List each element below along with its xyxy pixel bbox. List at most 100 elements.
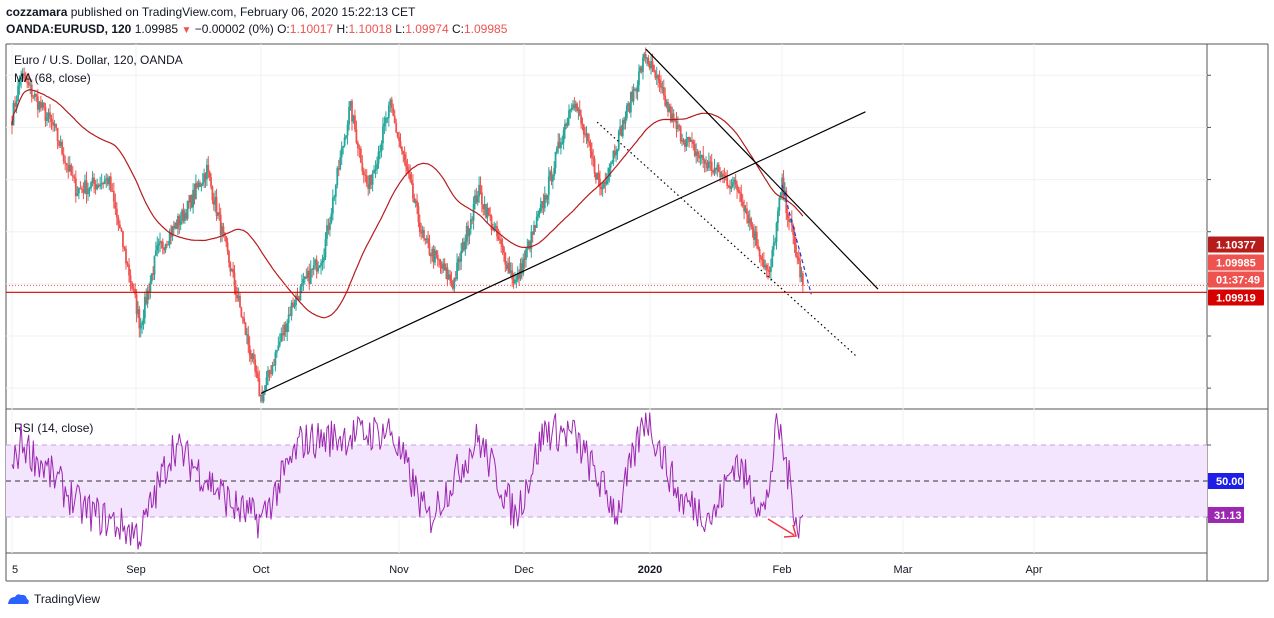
candle-body xyxy=(177,216,179,229)
candle-body xyxy=(114,201,117,209)
red-arrow-annotation xyxy=(767,518,797,538)
candle-body xyxy=(61,141,64,155)
candle-body xyxy=(251,353,254,359)
candle-body xyxy=(456,262,458,279)
candle-body xyxy=(115,208,118,218)
candle-body xyxy=(141,322,143,325)
candle-body xyxy=(436,254,439,260)
candle-body xyxy=(362,171,365,175)
candle-body xyxy=(757,245,760,250)
close-value: 1.09985 xyxy=(463,22,508,36)
trend-line-1 xyxy=(260,111,866,394)
candle-body xyxy=(70,164,73,176)
candle-body xyxy=(97,184,100,187)
candle-body xyxy=(117,217,120,225)
candle-body xyxy=(342,145,345,148)
candle-body xyxy=(21,73,24,79)
candle-body xyxy=(132,288,135,290)
candle-body xyxy=(292,302,294,307)
candle-body xyxy=(159,241,161,244)
candle-body xyxy=(264,385,266,391)
candle-body xyxy=(398,136,401,142)
candle-body xyxy=(600,186,603,190)
trend-line-2 xyxy=(645,48,879,290)
candle-body xyxy=(326,225,328,240)
candle-body xyxy=(334,185,337,197)
candle-body xyxy=(769,266,772,273)
candle-body xyxy=(584,134,587,136)
candle-body xyxy=(79,188,82,190)
candle-body xyxy=(738,191,741,194)
candle-body xyxy=(290,302,293,316)
candle-body xyxy=(236,295,239,299)
candle-body xyxy=(692,141,695,145)
candle-body xyxy=(750,218,753,227)
candle-body xyxy=(149,281,152,293)
candle-body xyxy=(383,123,386,127)
candle-body xyxy=(317,267,320,272)
candle-body xyxy=(740,193,743,202)
candle-body xyxy=(723,175,726,177)
candle-body xyxy=(387,105,390,118)
candle-body xyxy=(210,177,212,187)
ohlc-line: OANDA:EURUSD, 120 1.09985 ▼ −0.00002 (0%… xyxy=(6,22,507,36)
candle-body xyxy=(667,101,669,112)
candle-body xyxy=(730,186,733,189)
candle-body xyxy=(359,148,362,163)
candle-body xyxy=(445,267,447,271)
candle-body xyxy=(217,212,219,216)
candle-body xyxy=(423,229,425,239)
tradingview-logo-icon xyxy=(8,594,29,604)
candle-body xyxy=(267,369,269,378)
candle-body xyxy=(713,167,716,173)
candle-body xyxy=(447,274,450,280)
candle-body xyxy=(273,364,275,366)
candle-body xyxy=(482,204,485,210)
candle-body xyxy=(689,139,692,142)
candle-body xyxy=(119,224,121,229)
candle-body xyxy=(352,115,355,122)
candle-body xyxy=(23,73,26,76)
candle-body xyxy=(309,269,312,284)
candle-body xyxy=(585,133,588,136)
candle-body xyxy=(323,257,325,261)
candle-body xyxy=(14,103,16,107)
candle-body xyxy=(161,241,164,248)
candle-body xyxy=(252,353,255,360)
candle-body xyxy=(639,67,642,72)
support-price-label-bg xyxy=(1208,289,1264,306)
candle-body xyxy=(515,279,518,281)
candle-body xyxy=(547,176,550,196)
candle-body xyxy=(365,175,368,184)
rsi-mid-label-bg xyxy=(1208,473,1244,489)
candle-body xyxy=(570,107,573,110)
candle-body xyxy=(658,79,661,84)
candle-body xyxy=(474,195,476,204)
candle-body xyxy=(382,126,384,144)
candle-body xyxy=(237,296,240,299)
candle-body xyxy=(774,241,777,243)
ma-price-label: 1.10377 xyxy=(1216,240,1256,252)
candle-body xyxy=(261,394,264,402)
candle-body xyxy=(660,83,662,88)
candle-body xyxy=(737,189,740,192)
rsi-mid-label: 50.00 xyxy=(1216,476,1244,488)
candle-body xyxy=(635,89,638,92)
candle-body xyxy=(185,212,188,219)
candle-body xyxy=(295,295,297,306)
candle-body xyxy=(786,213,789,219)
rsi-current-label: 31.13 xyxy=(1214,510,1242,522)
candle-body xyxy=(175,223,178,229)
candle-body xyxy=(215,196,218,216)
candle-body xyxy=(520,263,523,274)
candle-body xyxy=(446,267,449,280)
candle-body xyxy=(76,193,79,197)
candle-body xyxy=(343,137,346,146)
candle-body xyxy=(631,91,634,101)
candle-body xyxy=(281,333,284,336)
candle-body xyxy=(405,160,407,167)
candle-body xyxy=(218,212,221,215)
candle-body xyxy=(233,272,236,287)
candle-body xyxy=(623,120,626,124)
